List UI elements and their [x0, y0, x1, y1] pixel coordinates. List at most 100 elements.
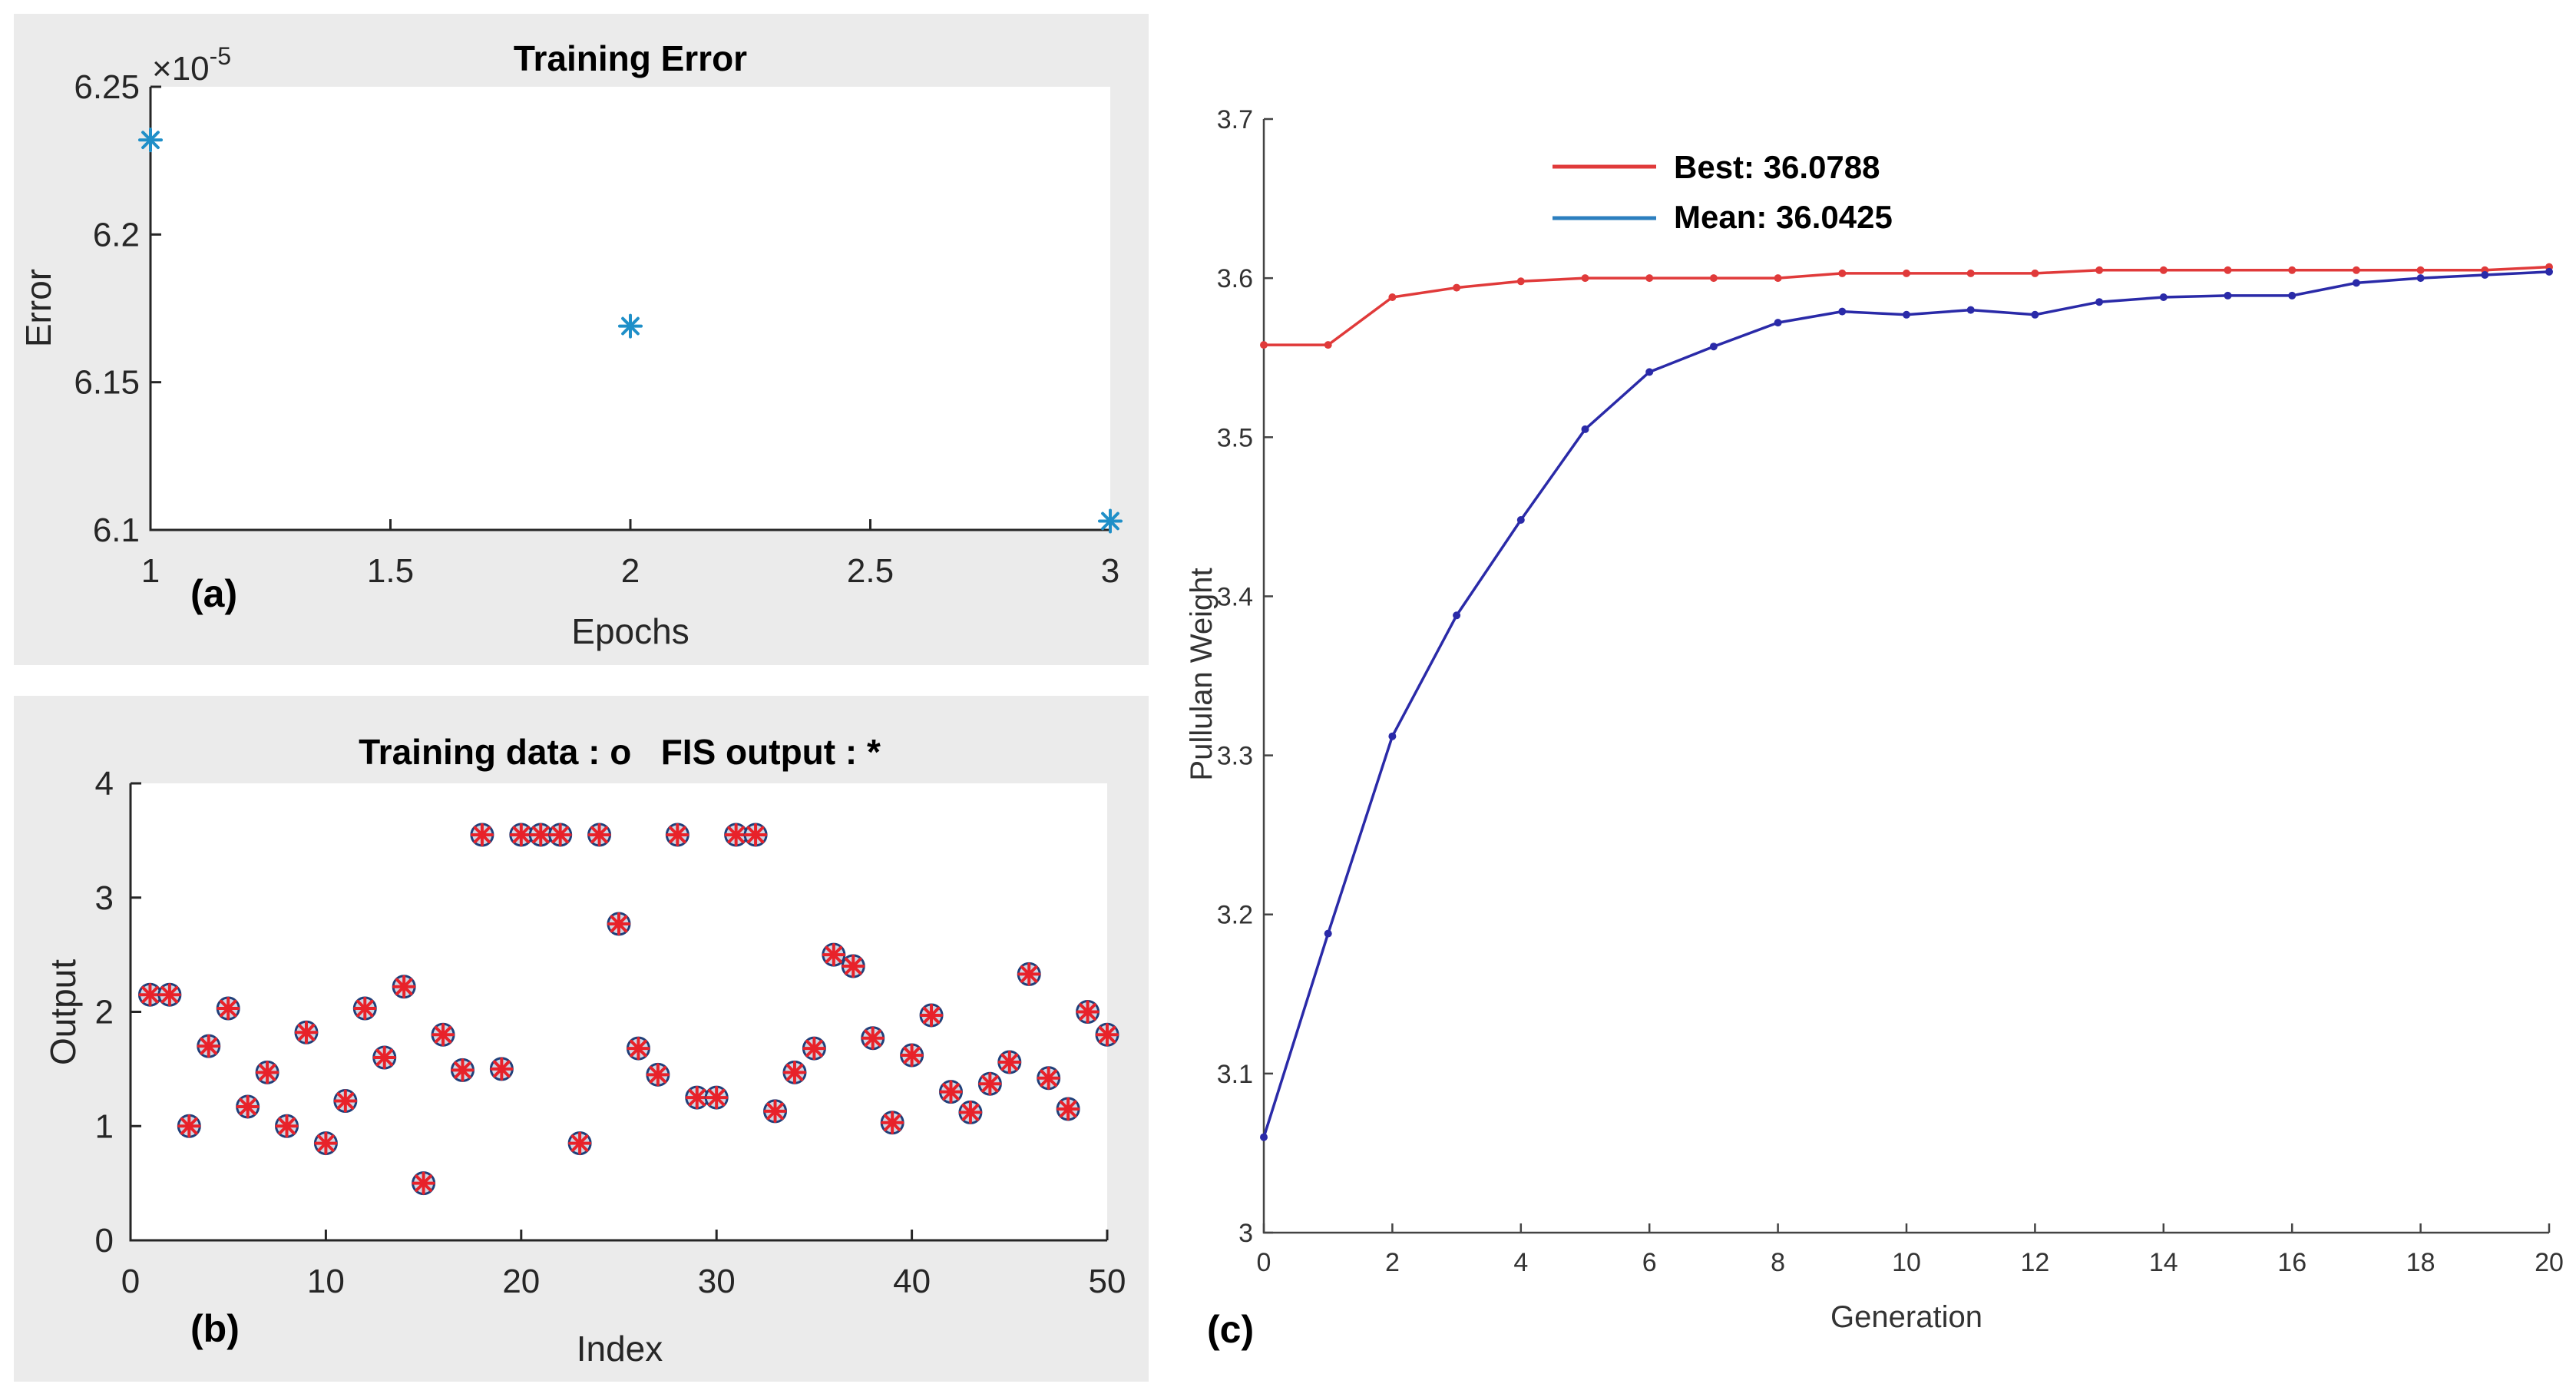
panel-b-fis-output-point	[470, 823, 494, 846]
panel-b-fis-output-point	[861, 1026, 885, 1050]
panel-c-x-tick-label: 4	[1513, 1248, 1528, 1277]
panel-b-fis-output-point-stroke	[220, 999, 237, 1018]
panel-b-fis-output-point	[900, 1044, 924, 1068]
panel-a-data-point	[1098, 508, 1123, 534]
panel-b-fis-output-point	[256, 1061, 279, 1084]
panel-b-fis-output-point-stroke	[805, 1039, 823, 1058]
panel-c-y-ticks: 3 3.1 3.2 3.3 3.4 3.5 3.6 3.7	[1217, 105, 1273, 1248]
panel-a-points	[138, 127, 1123, 534]
panel-c-y-axis-label: Pullulan Weight	[1185, 568, 1219, 780]
panel-b-fis-output-point-stroke	[669, 826, 686, 844]
panel-c-point-mean	[2416, 274, 2425, 283]
panel-a-x-tick-label: 2	[621, 552, 640, 590]
panel-c-x-tick-label: 0	[1257, 1248, 1271, 1277]
panel-b-fis-output-point-stroke	[278, 1117, 296, 1135]
panel-b-fis-output-point	[568, 1131, 592, 1155]
panel-c-x-axis-label: Generation	[1830, 1300, 1982, 1334]
panel-c-y-tick-label: 3.6	[1217, 264, 1253, 293]
panel-b-fis-output-point	[138, 983, 162, 1007]
panel-b-fis-output-point	[881, 1111, 904, 1134]
panel-c-point-best	[1453, 283, 1461, 292]
panel-b-tag: (b)	[190, 1307, 240, 1350]
panel-a-y-tick-label: 6.2	[93, 216, 140, 253]
panel-b-y-tick-label: 1	[95, 1107, 114, 1145]
legend-mean-label: Mean: 36.0425	[1674, 199, 1893, 235]
panel-a-data-point	[138, 127, 163, 153]
panel-a-x-tick-label: 3	[1101, 552, 1119, 590]
panel-c-x-tick-label: 8	[1771, 1248, 1785, 1277]
panel-c-y-tick-label: 3.1	[1217, 1060, 1253, 1089]
panel-b-fis-output-point	[353, 997, 377, 1021]
panel-b-fis-output-point-stroke	[395, 978, 413, 995]
panel-a-y-ticks: 6.1 6.15 6.2 6.25	[74, 68, 161, 549]
panel-b-fis-output-point-stroke	[961, 1104, 980, 1121]
panel-c-point-mean	[1645, 368, 1654, 376]
panel-b-fis-output-point-stroke	[864, 1029, 881, 1047]
panel-b-fis-output-point	[744, 823, 768, 846]
panel-b-fis-output-point	[490, 1057, 514, 1081]
panel-b-x-axis-label: Index	[577, 1329, 663, 1369]
panel-b-fis-output-point-stroke	[630, 1039, 647, 1058]
panel-c-point-best	[1709, 274, 1718, 283]
panel-b-fis-output-point	[1096, 1023, 1119, 1047]
panel-b-fis-output-point	[920, 1003, 944, 1027]
panel-c-series	[1260, 263, 2553, 1141]
panel-c-y-tick-label: 3.5	[1217, 423, 1253, 452]
panel-b-fis-output-point-stroke	[570, 1134, 589, 1152]
panel-c-y-tick-label: 3.2	[1217, 901, 1253, 930]
panel-c-point-mean	[1966, 306, 1975, 314]
panel-b-fis-output-point	[157, 983, 181, 1007]
panel-b-fis-output-point	[627, 1037, 650, 1061]
panel-b-fis-output-point-stroke	[727, 826, 745, 844]
panel-b-plot-area	[131, 783, 1107, 1240]
panel-b-fis-output-point-stroke	[1000, 1053, 1018, 1071]
panel-b-fis-output-point	[1037, 1066, 1060, 1090]
panel-a-y-tick-label: 6.25	[74, 68, 140, 106]
panel-b-fis-output-point	[958, 1101, 982, 1124]
panel-c-point-best	[2095, 266, 2104, 274]
panel-b-fis-output-point-stroke	[922, 1006, 941, 1025]
panel-a-data-point-stroke	[141, 131, 160, 150]
panel-c-point-mean	[2224, 291, 2232, 300]
panel-c-x-tick-label: 14	[2149, 1248, 2178, 1277]
panel-b-fis-output-point	[685, 1086, 709, 1110]
panel-c-point-best	[1516, 277, 1525, 286]
panel-a-plot-area	[150, 87, 1110, 530]
panel-b-fis-output-point-stroke	[903, 1046, 921, 1064]
panel-b-fis-output-point-stroke	[493, 1060, 511, 1078]
panel-b-fis-output-point	[275, 1114, 299, 1138]
panel-b-fis-output-point	[529, 823, 553, 846]
panel-b-fis-output-point	[939, 1080, 963, 1104]
panel-b-fis-output-point-stroke	[825, 945, 843, 964]
panel-c-point-best	[1324, 341, 1332, 349]
panel-b-x-tick-label: 0	[121, 1263, 140, 1300]
panel-c-point-best	[1645, 274, 1654, 283]
panel-c-point-mean	[1581, 425, 1589, 433]
panel-c-point-mean	[2159, 293, 2168, 301]
panel-b-fis-output-point-stroke	[708, 1088, 726, 1107]
panel-c-point-mean	[2545, 267, 2553, 276]
panel-c-point-best	[2288, 266, 2297, 274]
panel-a-y-axis-label: Error	[18, 269, 58, 347]
panel-c-series-line-best	[1264, 265, 2550, 346]
panel-b-fis-output-point-stroke	[317, 1134, 335, 1152]
panel-b-fis-output-point-stroke	[200, 1037, 217, 1055]
panel-b-fis-output-point	[372, 1046, 396, 1069]
panel-a-x-axis-label: Epochs	[571, 611, 689, 651]
panel-a-exponent-base: ×10	[152, 50, 210, 88]
panel-c-point-best	[1966, 269, 1975, 277]
panel-c-point-mean	[1453, 611, 1461, 620]
panel-b-y-tick-label: 3	[95, 879, 114, 917]
panel-b-fis-output-point-stroke	[785, 1064, 804, 1081]
panel-b-fis-output-point	[314, 1131, 338, 1155]
panel-b-fis-output-point-stroke	[845, 957, 862, 975]
panel-b-fis-output-point-stroke	[688, 1088, 706, 1107]
panel-b-fis-output-point	[217, 997, 240, 1021]
panel-c-point-mean	[2352, 279, 2360, 287]
panel-c-x-tick-label: 20	[2535, 1248, 2564, 1277]
panel-b-y-tick-label: 4	[95, 765, 114, 803]
panel-b-fis-output-point-stroke	[454, 1061, 471, 1079]
panel-b-fis-output-point-stroke	[297, 1024, 316, 1041]
panel-c-point-best	[2416, 266, 2425, 274]
